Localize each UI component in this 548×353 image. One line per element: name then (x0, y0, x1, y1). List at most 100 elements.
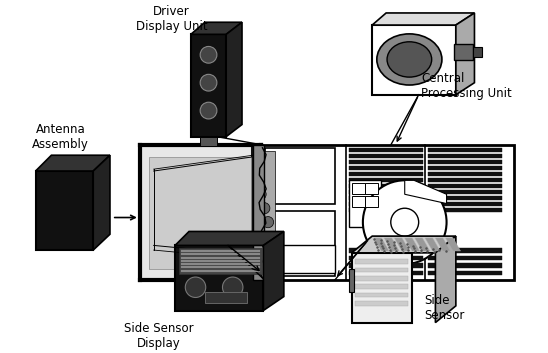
Polygon shape (395, 238, 409, 251)
Bar (365, 183, 378, 194)
Bar (428, 166, 503, 170)
Polygon shape (384, 238, 399, 251)
Bar (372, 25, 456, 95)
Polygon shape (93, 155, 110, 250)
Bar (352, 253, 412, 323)
Ellipse shape (377, 34, 442, 85)
Bar (428, 190, 503, 194)
Bar (181, 253, 260, 255)
Bar (349, 190, 423, 194)
Bar (265, 211, 335, 276)
Polygon shape (436, 236, 456, 323)
Bar (191, 34, 226, 137)
Bar (349, 202, 423, 206)
Bar (349, 248, 423, 253)
Bar (181, 263, 260, 265)
Bar (349, 196, 423, 200)
Bar (349, 160, 423, 163)
Bar (428, 196, 503, 200)
Circle shape (259, 203, 270, 214)
Bar (428, 248, 503, 253)
Bar (428, 178, 503, 182)
Bar (472, 47, 482, 57)
Polygon shape (436, 238, 450, 251)
Bar (428, 270, 503, 275)
Bar (356, 301, 408, 306)
Circle shape (222, 277, 243, 298)
Bar (352, 196, 365, 207)
Text: Side
Sensor: Side Sensor (424, 294, 464, 322)
Bar (200, 137, 217, 146)
Polygon shape (226, 22, 242, 137)
Bar (205, 292, 247, 303)
Bar (181, 270, 260, 272)
Polygon shape (352, 236, 456, 253)
Bar (349, 172, 423, 176)
Polygon shape (374, 238, 389, 251)
Circle shape (185, 277, 206, 298)
Bar (349, 166, 423, 170)
Bar (181, 260, 260, 262)
Text: Driver
Display Unit: Driver Display Unit (136, 5, 208, 33)
Bar (349, 148, 423, 151)
Bar (428, 184, 503, 188)
Bar (454, 44, 472, 60)
Circle shape (262, 217, 273, 228)
Bar (349, 263, 423, 268)
Polygon shape (36, 155, 110, 171)
Circle shape (200, 102, 217, 119)
Bar (349, 184, 423, 188)
Circle shape (200, 47, 217, 63)
Polygon shape (415, 238, 430, 251)
Polygon shape (446, 238, 460, 251)
Bar (428, 154, 503, 157)
Bar (179, 248, 261, 274)
Bar (253, 145, 264, 280)
Bar (349, 208, 423, 212)
Bar (349, 154, 423, 157)
Bar (356, 268, 408, 273)
Bar (36, 171, 93, 250)
Text: Central
Processing Unit: Central Processing Unit (421, 72, 512, 100)
Bar (428, 208, 503, 212)
Bar (356, 285, 408, 289)
Bar (175, 245, 264, 311)
Bar (140, 145, 261, 280)
Polygon shape (456, 13, 475, 95)
Polygon shape (405, 238, 420, 251)
Bar (349, 269, 353, 292)
Bar (149, 157, 252, 269)
Bar (428, 160, 503, 163)
Bar (181, 266, 260, 268)
Bar (262, 145, 513, 280)
Text: Side Sensor
Display: Side Sensor Display (124, 322, 194, 350)
Polygon shape (405, 180, 447, 204)
Bar (356, 293, 408, 298)
Bar (349, 180, 381, 227)
Ellipse shape (387, 42, 432, 77)
Bar (428, 148, 503, 151)
Bar (181, 257, 260, 259)
Bar (428, 202, 503, 206)
Circle shape (363, 180, 447, 264)
Polygon shape (175, 232, 284, 245)
Bar (428, 256, 503, 260)
Bar (349, 256, 423, 260)
Bar (349, 178, 423, 182)
Polygon shape (264, 232, 284, 311)
Bar (181, 250, 260, 252)
Polygon shape (425, 238, 440, 251)
Polygon shape (372, 13, 475, 25)
Bar (365, 196, 378, 207)
Bar (352, 183, 365, 194)
Text: Antenna
Assembly: Antenna Assembly (32, 123, 89, 151)
Bar (428, 263, 503, 268)
Circle shape (200, 74, 217, 91)
Bar (428, 172, 503, 176)
Bar (265, 148, 335, 204)
Polygon shape (191, 22, 242, 34)
Circle shape (391, 208, 419, 236)
Bar (256, 151, 275, 276)
Circle shape (255, 189, 266, 200)
Bar (141, 147, 252, 278)
